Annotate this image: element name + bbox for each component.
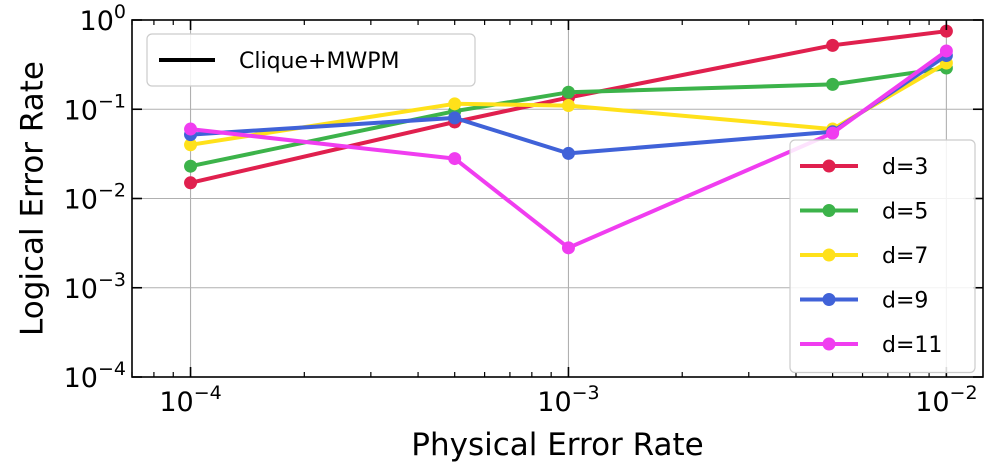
series-legend: d=3 d=5 d=7 d=9 d=11	[789, 139, 976, 374]
data-point	[561, 146, 575, 160]
legend-marker	[822, 293, 836, 306]
style-legend-box	[146, 33, 476, 87]
legend-label: d=11	[882, 333, 942, 358]
series-legend-box	[789, 139, 976, 374]
y-tick-label: 10−3	[64, 269, 126, 305]
y-tick-label: 10−2	[64, 180, 126, 216]
x-tick-label: 10−4	[159, 382, 221, 418]
series-d=11	[184, 44, 953, 255]
x-axis-tick-labels: 10−4 10−3 10−2	[159, 382, 977, 418]
data-point	[184, 176, 198, 190]
data-point	[826, 126, 840, 140]
y-axis-label: Logical Error Rate	[15, 61, 51, 336]
data-point	[561, 241, 575, 255]
data-point	[184, 159, 198, 173]
data-point	[448, 97, 462, 111]
data-point	[448, 111, 462, 125]
legend-marker	[822, 248, 836, 262]
legend-marker	[822, 204, 836, 217]
data-point	[939, 24, 953, 38]
legend-entry-d=7: d=7	[800, 244, 928, 269]
y-axis-tick-labels: 100 10−1 10−2 10−3 10−4	[64, 1, 126, 394]
data-point	[184, 138, 198, 152]
legend-entry-d=9: d=9	[800, 289, 928, 314]
y-tick-label: 100	[80, 1, 126, 37]
y-tick-label: 10−1	[64, 90, 126, 126]
data-point	[939, 44, 953, 58]
x-tick-label: 10−2	[915, 382, 977, 418]
legend-entry-d=5: d=5	[800, 200, 928, 225]
legend-label: d=7	[882, 244, 928, 269]
legend-label: d=5	[882, 200, 928, 225]
data-point	[826, 38, 840, 52]
data-point	[184, 122, 198, 136]
data-point	[561, 85, 575, 99]
major-ticks	[132, 19, 983, 378]
data-point	[826, 77, 840, 91]
legend-entry-d=11: d=11	[800, 333, 942, 358]
legend-marker	[822, 159, 836, 173]
legend-label: d=9	[882, 289, 928, 314]
legend-entry-d=3: d=3	[800, 155, 928, 180]
x-tick-label: 10−3	[537, 382, 599, 418]
data-point	[448, 152, 462, 166]
legend-marker	[822, 337, 836, 351]
series-lines	[184, 24, 953, 255]
data-point	[561, 99, 575, 113]
style-legend: Clique+MWPM	[146, 33, 476, 87]
y-tick-label: 10−4	[64, 358, 126, 394]
style-legend-label: Clique+MWPM	[239, 49, 399, 74]
x-axis-label: Physical Error Rate	[411, 427, 703, 463]
legend-label: d=3	[882, 155, 928, 180]
